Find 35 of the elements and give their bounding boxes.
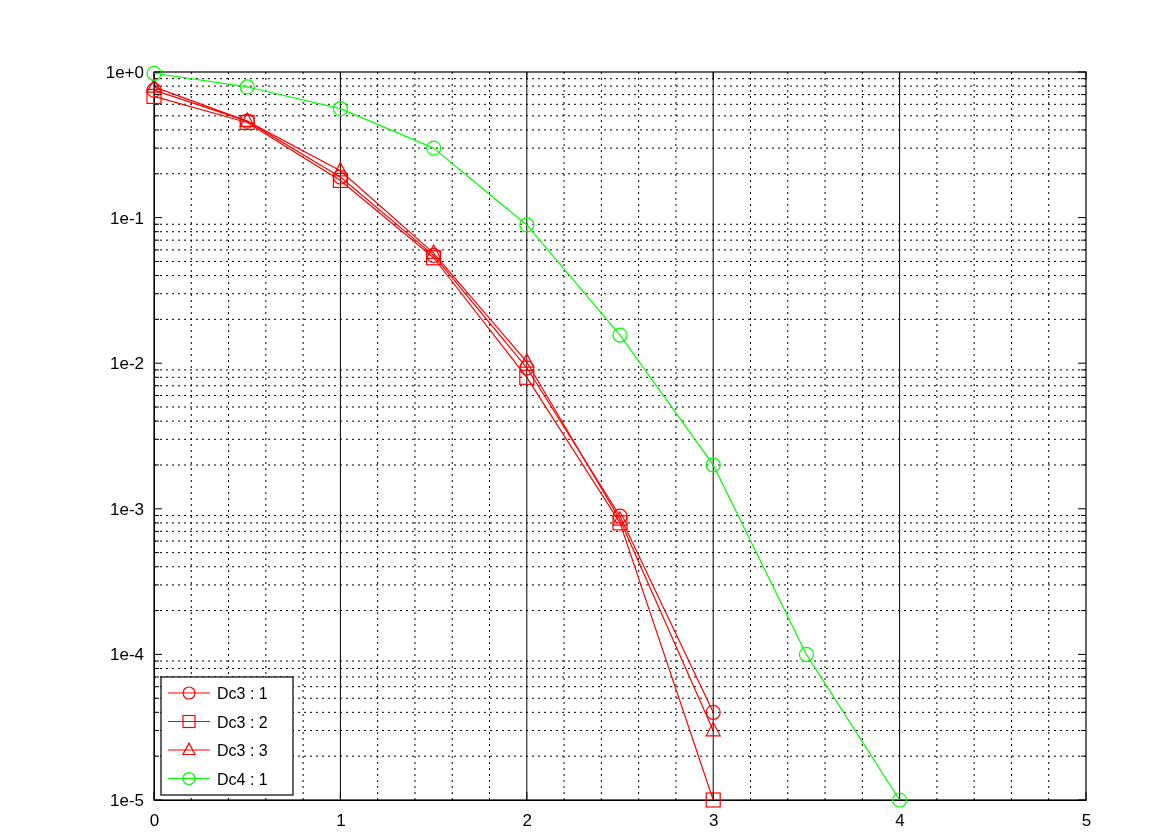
x-tick-label: 4 bbox=[895, 811, 905, 831]
legend-label: Dc3 : 3 bbox=[217, 742, 268, 759]
point bbox=[705, 457, 721, 473]
point bbox=[239, 79, 255, 95]
y-tick-label: 1e-1 bbox=[109, 208, 144, 228]
point bbox=[426, 140, 442, 156]
point bbox=[612, 327, 628, 343]
y-tick-label: 1e-2 bbox=[109, 354, 144, 374]
x-tick-label: 3 bbox=[708, 811, 719, 831]
legend-label: Dc4 : 1 bbox=[217, 770, 268, 788]
point bbox=[146, 88, 162, 104]
x-tick-label: 2 bbox=[522, 811, 533, 831]
legend-label: Dc3 : 1 bbox=[217, 685, 268, 702]
legend-label: Dc3 : 2 bbox=[217, 713, 268, 731]
x-tick-label: 1 bbox=[336, 811, 346, 831]
point bbox=[519, 353, 535, 368]
x-tick-label: 0 bbox=[149, 811, 160, 831]
point bbox=[705, 721, 721, 737]
point bbox=[519, 369, 535, 385]
point bbox=[332, 172, 348, 189]
point bbox=[426, 244, 442, 259]
y-tick-label: 1e-5 bbox=[109, 790, 144, 810]
y-tick-label: 1e-4 bbox=[109, 645, 144, 665]
point bbox=[612, 515, 628, 531]
x-tick-label: 5 bbox=[1081, 811, 1092, 831]
point bbox=[798, 646, 814, 662]
point bbox=[332, 101, 348, 117]
point bbox=[146, 78, 162, 93]
point bbox=[332, 162, 348, 177]
point bbox=[146, 82, 162, 98]
point bbox=[519, 360, 535, 376]
y-tick-label: 1e-3 bbox=[109, 499, 144, 519]
point bbox=[705, 704, 721, 720]
point bbox=[519, 217, 535, 233]
y-tick-label: 1e+0 bbox=[105, 62, 144, 82]
